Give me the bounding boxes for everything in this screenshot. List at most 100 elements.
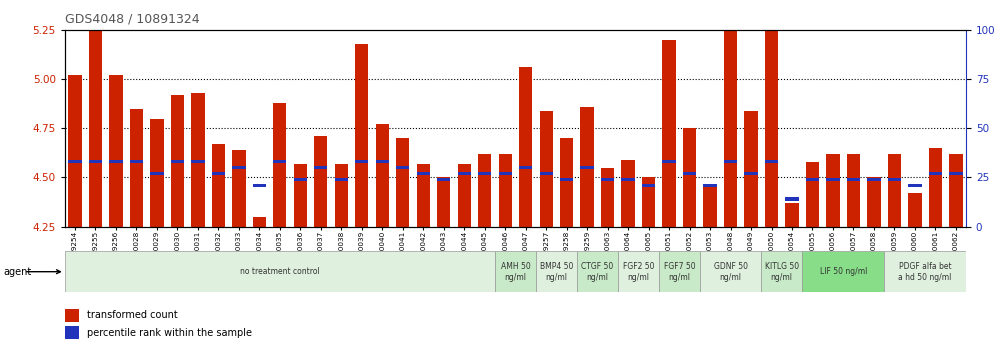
Bar: [416, 164, 430, 227]
Bar: [110, 75, 123, 227]
Bar: [908, 183, 921, 187]
Bar: [273, 103, 287, 227]
Bar: [622, 160, 634, 227]
Bar: [89, 160, 103, 164]
Bar: [110, 160, 123, 164]
Bar: [887, 178, 901, 181]
Text: PDGF alfa bet
a hd 50 ng/ml: PDGF alfa bet a hd 50 ng/ml: [898, 262, 952, 282]
Bar: [356, 44, 369, 227]
Text: FGF2 50
ng/ml: FGF2 50 ng/ml: [622, 262, 654, 282]
Text: LIF 50 ng/ml: LIF 50 ng/ml: [820, 267, 867, 276]
Bar: [868, 177, 880, 227]
Bar: [519, 67, 532, 227]
Bar: [581, 107, 594, 227]
Bar: [273, 160, 287, 164]
Bar: [802, 251, 884, 292]
Bar: [437, 178, 450, 181]
Bar: [887, 154, 901, 227]
Bar: [150, 119, 163, 227]
Bar: [314, 166, 328, 169]
Bar: [150, 172, 163, 175]
Bar: [536, 251, 577, 292]
Bar: [253, 183, 266, 187]
Bar: [658, 251, 700, 292]
Bar: [601, 167, 615, 227]
Bar: [212, 172, 225, 175]
Bar: [335, 178, 348, 181]
Bar: [170, 160, 184, 164]
Text: no treatment control: no treatment control: [240, 267, 320, 276]
Bar: [129, 109, 143, 227]
Bar: [212, 144, 225, 227]
Bar: [294, 178, 307, 181]
Bar: [457, 172, 471, 175]
Bar: [478, 172, 491, 175]
Text: GDS4048 / 10891324: GDS4048 / 10891324: [65, 12, 199, 25]
Bar: [375, 160, 388, 164]
Bar: [191, 160, 204, 164]
Bar: [662, 40, 675, 227]
Bar: [499, 154, 512, 227]
Bar: [560, 178, 574, 181]
Bar: [560, 138, 574, 227]
Bar: [253, 217, 266, 227]
Bar: [65, 309, 79, 321]
Bar: [642, 177, 655, 227]
Bar: [683, 172, 696, 175]
Bar: [642, 183, 655, 187]
Bar: [170, 95, 184, 227]
Bar: [724, 15, 737, 227]
Bar: [69, 160, 82, 164]
Bar: [765, 160, 778, 164]
Bar: [191, 93, 204, 227]
Bar: [65, 326, 79, 339]
Bar: [314, 136, 328, 227]
Text: KITLG 50
ng/ml: KITLG 50 ng/ml: [765, 262, 799, 282]
Bar: [622, 178, 634, 181]
Bar: [949, 172, 962, 175]
Bar: [581, 166, 594, 169]
Bar: [540, 172, 553, 175]
Bar: [232, 150, 246, 227]
Bar: [662, 160, 675, 164]
Bar: [396, 166, 409, 169]
Text: AMH 50
ng/ml: AMH 50 ng/ml: [501, 262, 530, 282]
Bar: [478, 154, 491, 227]
Bar: [761, 251, 802, 292]
Text: GDNF 50
ng/ml: GDNF 50 ng/ml: [713, 262, 748, 282]
Bar: [356, 160, 369, 164]
Bar: [724, 160, 737, 164]
Bar: [335, 164, 348, 227]
Bar: [827, 154, 840, 227]
Bar: [703, 185, 717, 227]
Bar: [129, 160, 143, 164]
Bar: [232, 166, 246, 169]
Bar: [416, 172, 430, 175]
Bar: [577, 251, 618, 292]
Bar: [437, 177, 450, 227]
Bar: [375, 124, 388, 227]
Bar: [908, 193, 921, 227]
Bar: [765, 30, 778, 227]
Bar: [495, 251, 536, 292]
Bar: [847, 154, 861, 227]
Bar: [540, 111, 553, 227]
Bar: [519, 166, 532, 169]
Bar: [785, 203, 799, 227]
Bar: [65, 251, 495, 292]
Bar: [700, 251, 761, 292]
Text: agent: agent: [3, 267, 31, 277]
Bar: [744, 172, 758, 175]
Text: percentile rank within the sample: percentile rank within the sample: [87, 328, 252, 338]
Bar: [744, 111, 758, 227]
Bar: [928, 172, 942, 175]
Bar: [806, 178, 819, 181]
Text: FGF7 50
ng/ml: FGF7 50 ng/ml: [663, 262, 695, 282]
Bar: [868, 178, 880, 181]
Bar: [618, 251, 658, 292]
Bar: [785, 197, 799, 201]
Bar: [457, 164, 471, 227]
Text: transformed count: transformed count: [87, 310, 177, 320]
Bar: [703, 183, 717, 187]
Bar: [847, 178, 861, 181]
